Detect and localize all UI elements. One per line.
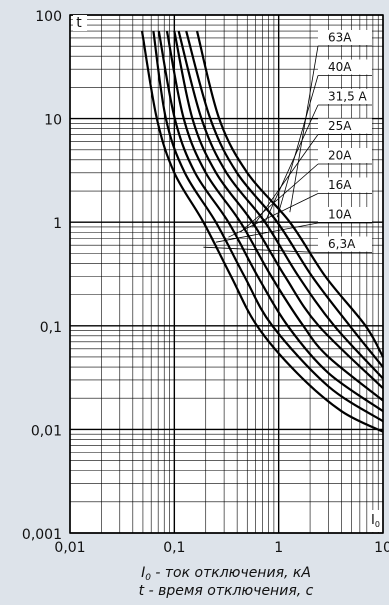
- label-bg: [318, 207, 372, 222]
- legend-label: 20A: [328, 149, 352, 163]
- y-axis-title: t: [76, 15, 82, 31]
- y-tick-label: 10: [44, 113, 62, 129]
- leader: [228, 193, 319, 238]
- corner-sub: 0: [375, 520, 380, 529]
- legend-label: 6,3A: [328, 237, 356, 251]
- note: t - время отключения, с: [139, 583, 314, 599]
- label-bg: [368, 510, 382, 532]
- legend-label: 40A: [328, 60, 352, 74]
- label-bg: [318, 89, 372, 104]
- curve: [140, 30, 384, 433]
- x-tick-label: 0,1: [163, 540, 185, 556]
- legend-label: 63A: [328, 31, 352, 45]
- curve: [165, 30, 384, 402]
- leader: [203, 246, 319, 253]
- curve: [195, 30, 384, 358]
- y-tick-label: 100: [35, 9, 62, 25]
- label-bg: [318, 148, 372, 163]
- label-bg: [318, 177, 372, 193]
- y-tick-label: 0,1: [40, 320, 62, 336]
- x-axis-title: I0 - ток отключения, кА: [141, 565, 311, 583]
- x-tick-label: 1: [274, 540, 283, 556]
- legend-label: 16A: [328, 178, 352, 192]
- leader: [240, 163, 319, 233]
- leader: [215, 222, 319, 243]
- x-tick-label: 0,01: [54, 540, 85, 556]
- label-bg: [318, 236, 372, 252]
- x-title-sub: 0: [145, 573, 151, 583]
- legend-label: 31,5 A: [328, 90, 368, 104]
- x-corner-title: I0: [371, 513, 380, 529]
- curve: [185, 30, 384, 368]
- legend-label: 10A: [328, 208, 352, 222]
- label-bg: [73, 15, 87, 31]
- x-title-part: - ток отключения, кА: [151, 565, 311, 581]
- x-tick-label: 10: [374, 540, 389, 556]
- label-bg: [318, 59, 372, 75]
- label-bg: [318, 30, 372, 45]
- corner-part: I: [371, 513, 375, 528]
- curve: [152, 30, 384, 423]
- label-bg: [318, 118, 372, 134]
- y-tick-label: 0,001: [22, 527, 62, 543]
- x-title-part: I: [141, 565, 145, 581]
- legend-label: 25A: [328, 119, 352, 133]
- y-tick-label: 0,01: [31, 423, 62, 439]
- curve: [157, 30, 384, 413]
- y-tick-label: 1: [53, 216, 62, 232]
